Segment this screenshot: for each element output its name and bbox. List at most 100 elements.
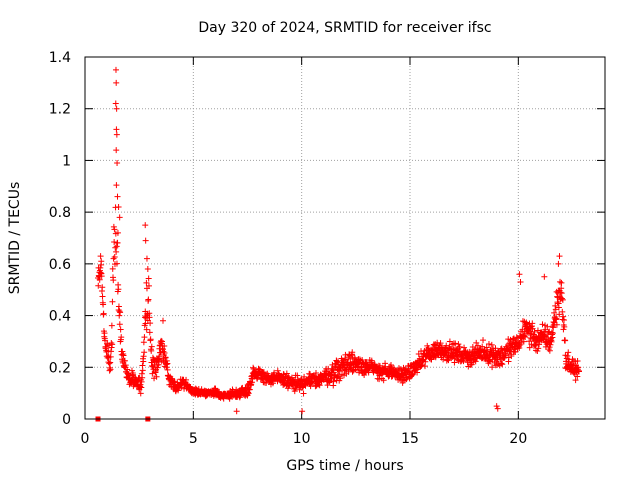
data-point [171, 378, 178, 385]
data-point [107, 366, 114, 373]
data-point [112, 66, 119, 73]
data-point [315, 381, 322, 388]
data-point [96, 276, 103, 283]
data-point [99, 284, 106, 291]
data-point [564, 352, 571, 359]
data-point [98, 258, 105, 265]
data-point [162, 354, 169, 361]
data-point [518, 339, 525, 346]
data-point [556, 253, 563, 260]
data-point [114, 193, 121, 200]
data-point [145, 282, 152, 289]
data-point [485, 341, 492, 348]
data-point [468, 361, 475, 368]
data-point [113, 105, 120, 112]
data-point [344, 359, 351, 366]
data-point [299, 408, 306, 415]
data-point [492, 345, 499, 352]
y-tick-label: 0 [62, 412, 71, 428]
data-point [559, 296, 566, 303]
data-point [525, 329, 532, 336]
data-point [574, 357, 581, 364]
data-point [118, 334, 125, 341]
data-point [550, 324, 557, 331]
data-point [553, 321, 560, 328]
data-point [541, 273, 548, 280]
data-point [156, 353, 163, 360]
data-point [560, 313, 567, 320]
data-point [557, 289, 564, 296]
data-point [494, 405, 501, 412]
data-point [113, 79, 120, 86]
data-point [474, 342, 481, 349]
data-point [498, 360, 505, 367]
y-tick-label: 0.2 [49, 360, 71, 376]
data-point [522, 333, 529, 340]
data-point [121, 357, 128, 364]
data-point [154, 364, 161, 371]
grid [85, 57, 605, 419]
data-point [113, 260, 120, 267]
data-point [505, 354, 512, 361]
data-point [153, 373, 160, 380]
data-point [160, 348, 167, 355]
data-point [142, 222, 149, 229]
data-point [108, 344, 115, 351]
data-point [112, 244, 119, 251]
data-point [148, 347, 155, 354]
data-point [349, 349, 356, 356]
data-point [147, 336, 154, 343]
data-point [300, 390, 307, 397]
data-point [122, 362, 129, 369]
data-point [116, 214, 123, 221]
plot-frame [84, 56, 606, 420]
data-point [139, 374, 146, 381]
data-point [143, 279, 150, 286]
data-point [422, 358, 429, 365]
data-point [520, 338, 527, 345]
data-point [380, 377, 387, 384]
data-point [559, 295, 566, 302]
chart-title: Day 320 of 2024, SRMTID for receiver ifs… [198, 20, 491, 36]
data-point [114, 160, 121, 167]
data-point [245, 390, 252, 397]
data-point [140, 353, 147, 360]
data-point [117, 309, 124, 316]
data-point [109, 265, 116, 272]
data-point [452, 340, 459, 347]
data-point [97, 253, 104, 260]
data-point [572, 377, 579, 384]
data-point [368, 357, 375, 364]
data-point [116, 308, 123, 315]
data-point [113, 182, 120, 189]
data-point [443, 342, 450, 349]
data-point [489, 364, 496, 371]
data-point [100, 301, 107, 308]
data-point [556, 311, 563, 318]
data-point [547, 341, 554, 348]
data-point [562, 337, 569, 344]
data-point [143, 326, 150, 333]
y-tick-label: 1.2 [49, 102, 71, 118]
data-point [544, 323, 551, 330]
data-point [102, 337, 109, 344]
data-point [161, 349, 168, 356]
data-point [291, 388, 298, 395]
data-point [149, 362, 156, 369]
data-point [146, 329, 153, 336]
x-axis-label: GPS time / hours [286, 458, 403, 474]
data-point [109, 298, 116, 305]
data-point [107, 353, 114, 360]
data-point [488, 341, 495, 348]
data-point [246, 386, 253, 393]
data-point [557, 278, 564, 285]
data-point [113, 126, 120, 133]
data-point [111, 239, 118, 246]
data-point [549, 323, 556, 330]
data-point [101, 330, 108, 337]
data-point [349, 368, 356, 375]
data-point [146, 314, 153, 321]
data-point [260, 369, 267, 376]
